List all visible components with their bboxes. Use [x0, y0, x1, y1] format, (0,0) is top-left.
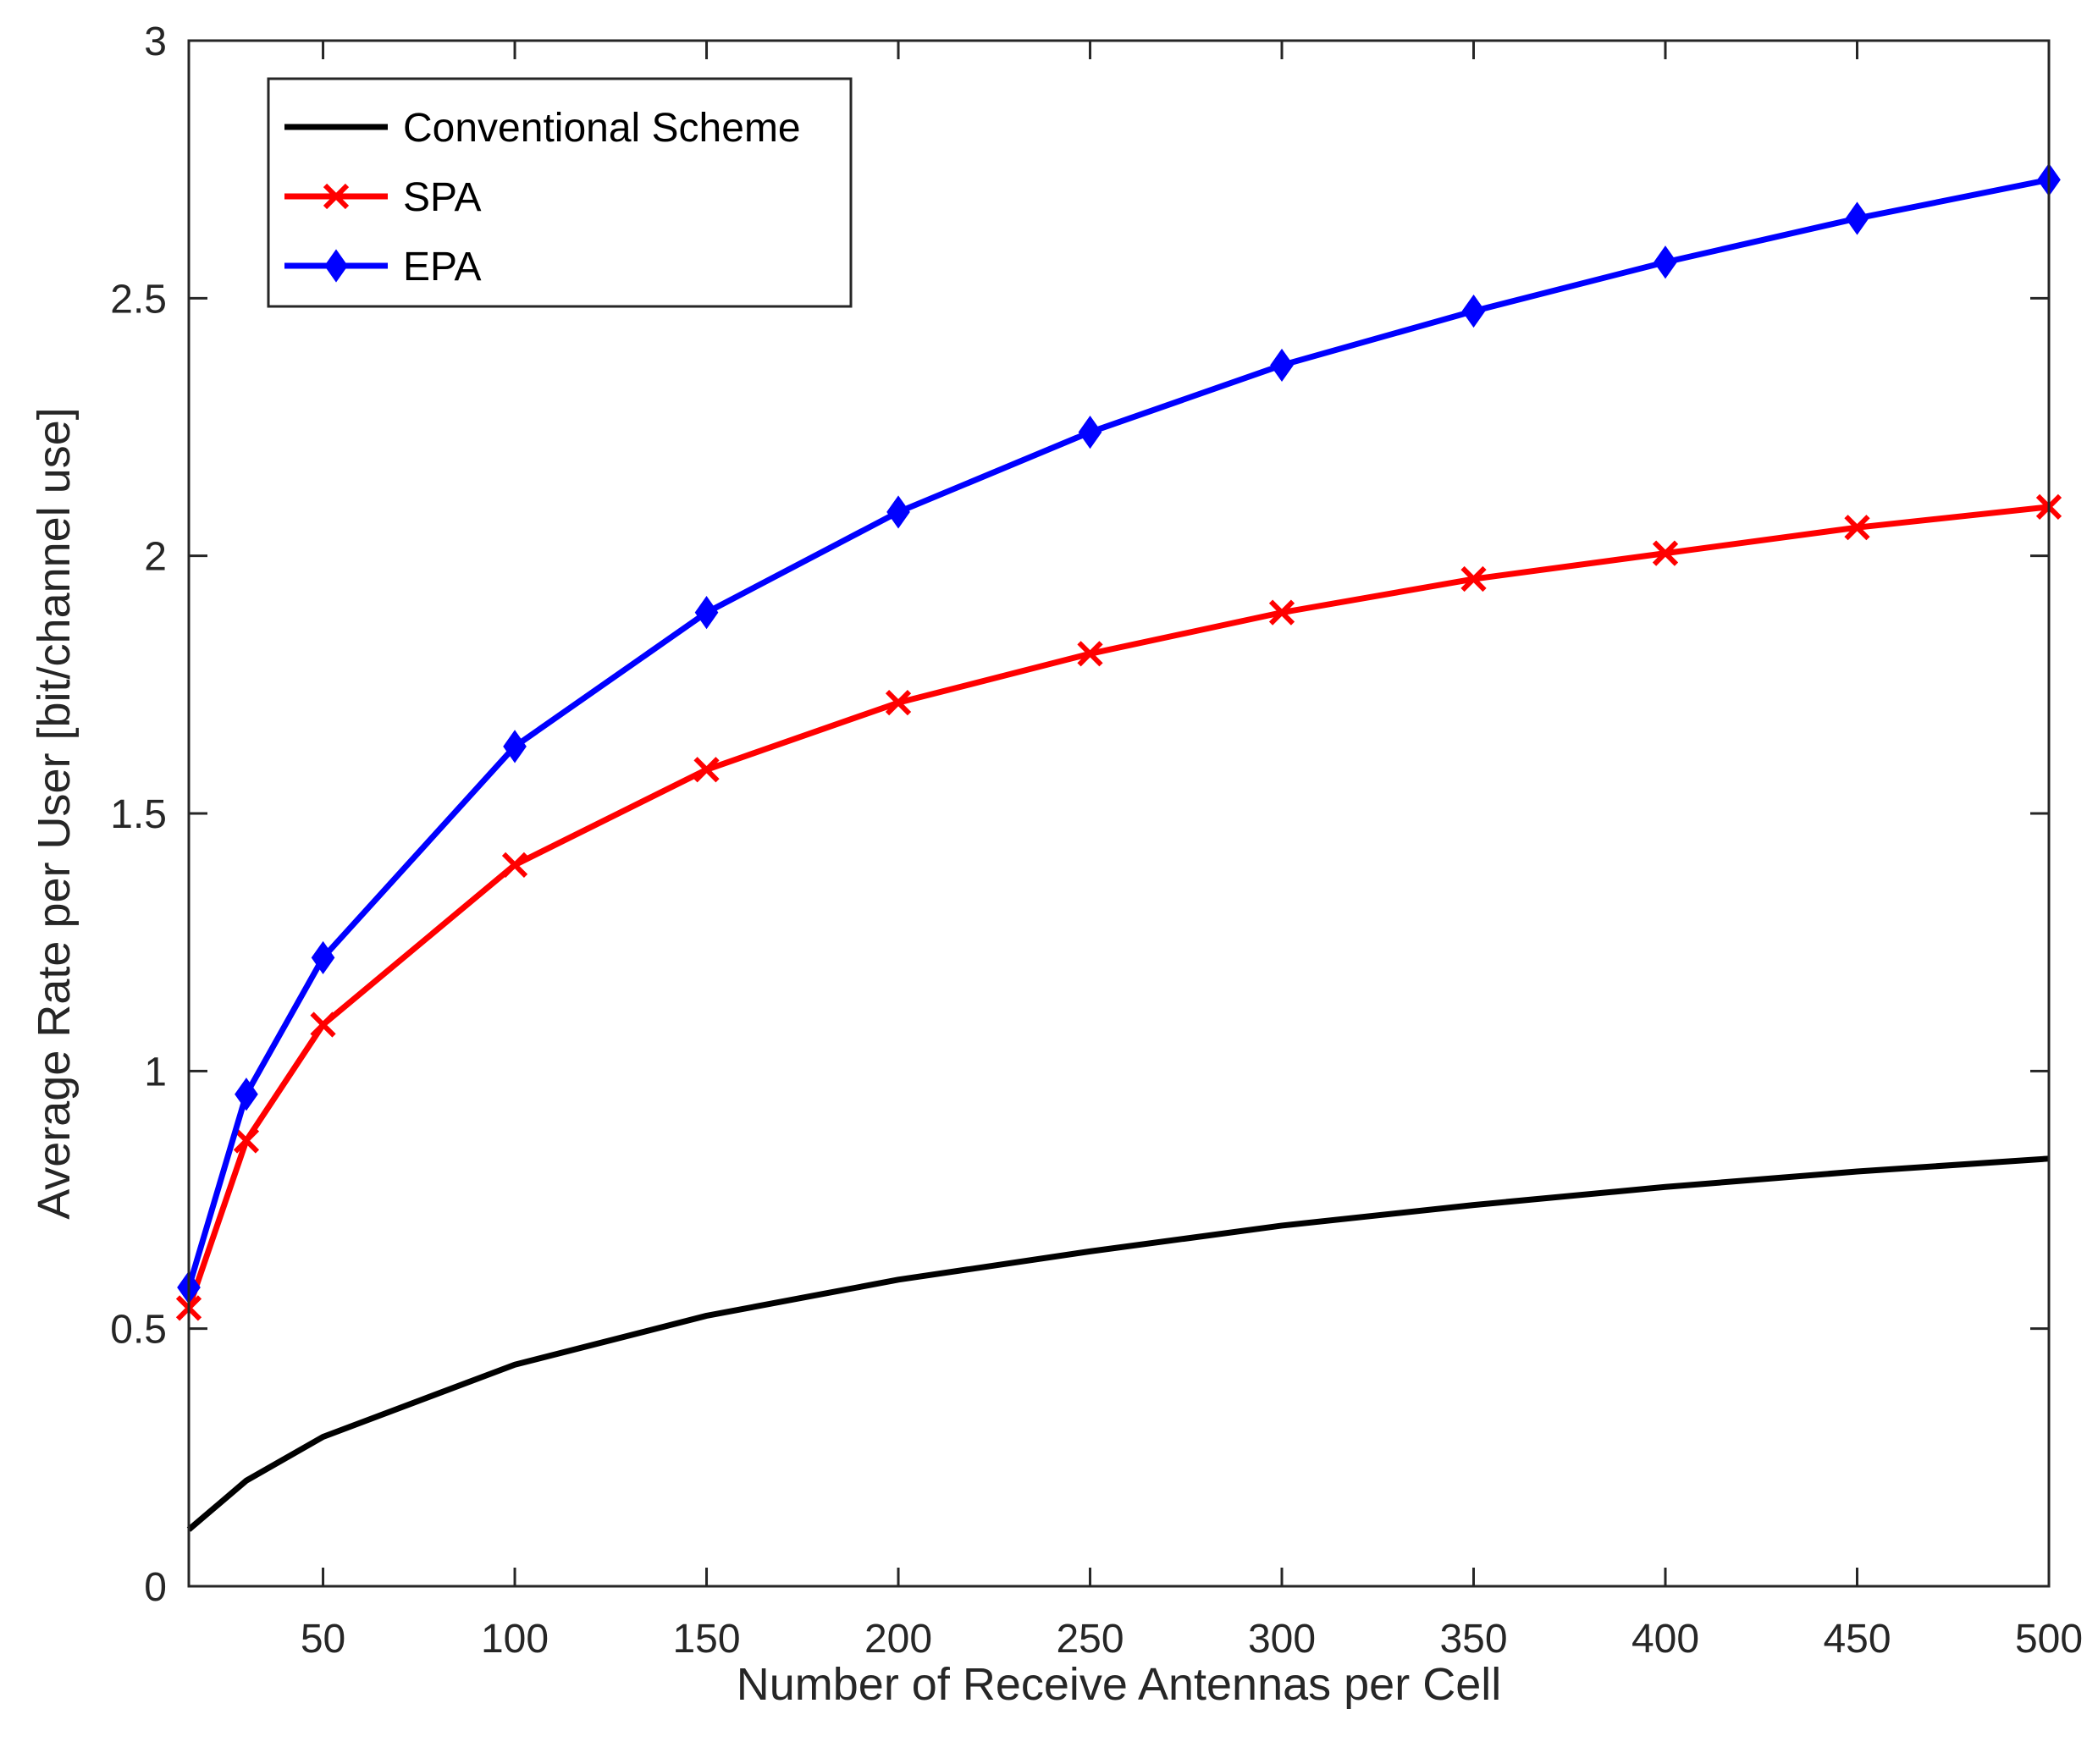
data-point: [311, 940, 335, 975]
y-tick-label: 1: [144, 1050, 167, 1094]
x-tick-label: 200: [864, 1617, 932, 1662]
data-point: [886, 495, 910, 529]
legend-label-conventional-scheme: Conventional Scheme: [403, 106, 801, 151]
y-tick-label: 0.5: [110, 1308, 167, 1353]
data-point: [1460, 565, 1487, 593]
data-point: [693, 757, 720, 783]
y-tick-label: 3: [144, 19, 167, 64]
legend-marker-spa: [323, 183, 350, 210]
data-point: [1654, 245, 1677, 279]
x-tick-label: 50: [301, 1617, 345, 1662]
x-tick-label: 350: [1439, 1617, 1507, 1662]
data-point: [1845, 201, 1869, 235]
legend-marker-epa: [324, 249, 348, 283]
y-tick-label: 0: [144, 1565, 167, 1610]
series-line-spa: [185, 504, 2050, 1309]
legend-label-spa: SPA: [403, 175, 481, 220]
series-line-epa: [185, 176, 2050, 1288]
series-layer: [175, 163, 2062, 1532]
data-point: [235, 1078, 258, 1111]
data-point: [1461, 294, 1486, 328]
series-line-conventional-scheme: [186, 1155, 2050, 1532]
x-tick-label: 100: [481, 1617, 549, 1662]
x-tick-label: 500: [2015, 1617, 2083, 1662]
y-tick-label: 2.5: [110, 277, 167, 322]
data-point: [1268, 599, 1295, 626]
y-tick-label: 1.5: [110, 792, 167, 837]
data-point: [233, 1127, 260, 1154]
legend: Conventional Scheme SPA EPA: [267, 77, 853, 308]
data-point: [1844, 515, 1870, 541]
y-axis-label: Average Rate per User [bit/channel use]: [29, 407, 80, 1220]
data-point: [694, 596, 719, 630]
data-point: [503, 730, 527, 763]
x-tick-label: 400: [1631, 1617, 1699, 1662]
x-tick-label: 150: [672, 1617, 740, 1662]
x-tick-label: 300: [1248, 1617, 1316, 1662]
data-point: [885, 690, 912, 716]
series-conventional-scheme: [186, 1155, 2050, 1532]
data-point: [310, 1012, 336, 1038]
data-point: [1077, 641, 1103, 667]
data-point: [1078, 415, 1102, 449]
data-point: [501, 852, 528, 878]
data-point: [1270, 348, 1294, 383]
series-epa: [177, 163, 2061, 1304]
legend-label-epa: EPA: [403, 245, 481, 289]
x-axis-label: Number of Receive Antennas per Cell: [737, 1659, 1501, 1710]
x-tick-label: 450: [1823, 1617, 1891, 1662]
y-tick-label: 2: [144, 535, 167, 580]
ticks-layer: 50 100 150 200 250 300 350 400 450 500 0 0.5 1 1.5 2 2.…: [110, 19, 2083, 1662]
series-spa: [175, 493, 2062, 1321]
data-point: [1652, 540, 1679, 566]
x-tick-label: 250: [1056, 1617, 1124, 1662]
